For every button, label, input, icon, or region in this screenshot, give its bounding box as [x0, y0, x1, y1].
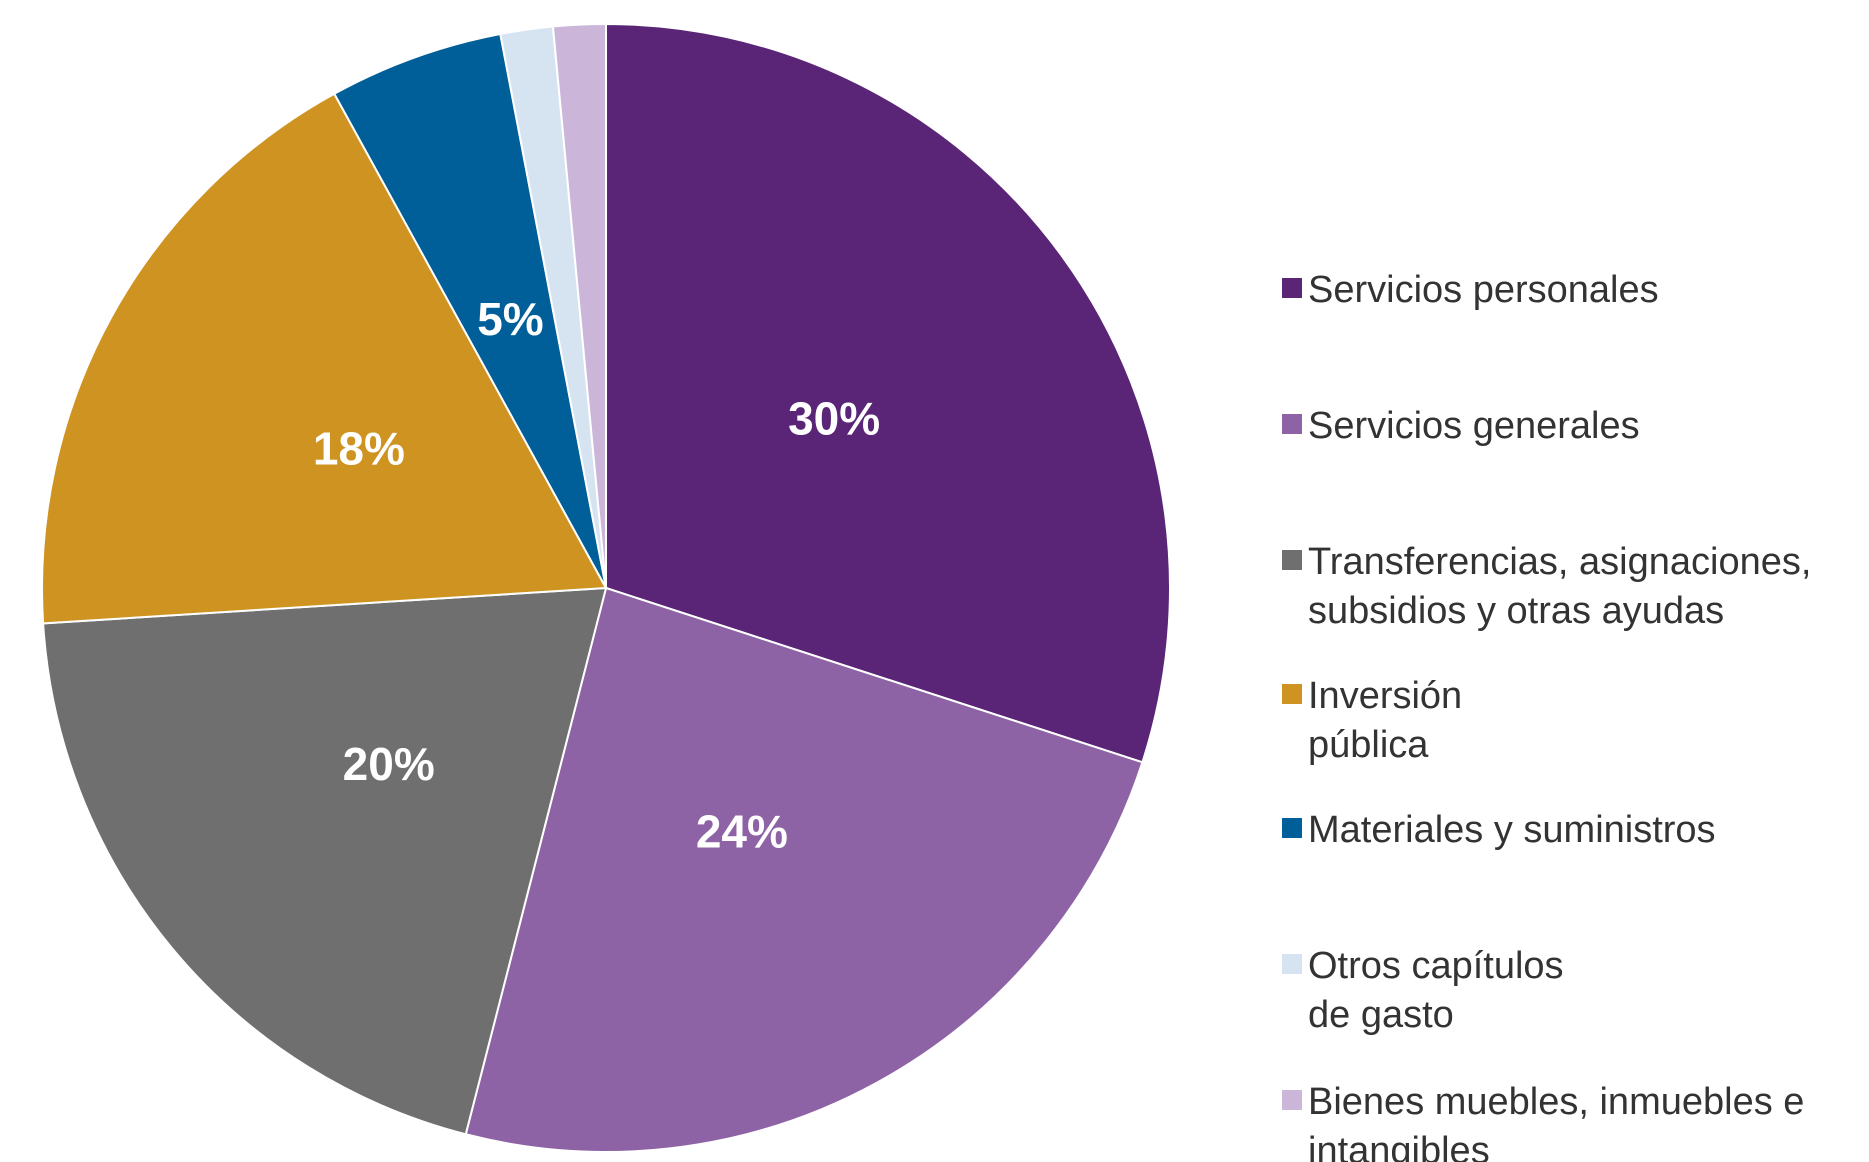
slice [464, 586, 1144, 1153]
legend-entry: Inversión pública [1282, 672, 1462, 770]
slice [42, 586, 608, 1136]
legend-label: Servicios personales [1308, 269, 1659, 311]
data-label: 24% [696, 805, 788, 857]
legend-entry: Transferencias, asignaciones, subsidios … [1282, 538, 1811, 636]
slice [605, 22, 1172, 764]
legend-entry: Otros capítulos de gasto [1282, 942, 1564, 1040]
legend-swatch [1282, 954, 1302, 974]
legend-label: Servicios generales [1308, 405, 1640, 447]
legend-swatch [1282, 278, 1302, 298]
slice [332, 32, 607, 589]
data-label: 5% [477, 293, 543, 345]
legend-label: Transferencias, asignaciones, subsidios … [1308, 541, 1812, 632]
data-label: 20% [343, 738, 435, 790]
legend-label: Inversión pública [1308, 675, 1463, 766]
slice [551, 22, 607, 589]
legend-label: Bienes muebles, inmuebles e intangibles [1308, 1081, 1805, 1162]
data-label: 30% [788, 392, 880, 444]
legend-label: Otros capítulos de gasto [1308, 945, 1564, 1036]
legend-entry: Bienes muebles, inmuebles e intangibles [1282, 1078, 1804, 1162]
legend-swatch [1282, 684, 1302, 704]
data-label: 18% [313, 422, 405, 474]
legend-entry: Servicios generales [1282, 402, 1640, 451]
legend-label: Materiales y suministros [1308, 809, 1716, 851]
legend-entry: Materiales y suministros [1282, 806, 1716, 855]
legend-swatch [1282, 550, 1302, 570]
slice [41, 92, 608, 625]
legend-swatch [1282, 414, 1302, 434]
legend-entry: Servicios personales [1282, 266, 1659, 315]
legend-swatch [1282, 818, 1302, 838]
legend-swatch [1282, 1090, 1302, 1110]
